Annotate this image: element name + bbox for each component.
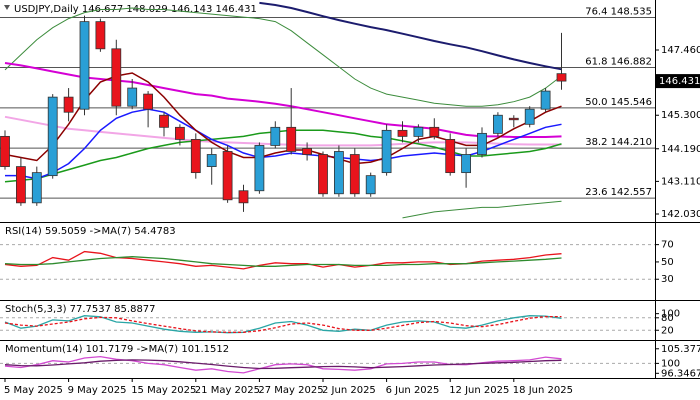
y-tick-label: 142.030 bbox=[661, 209, 700, 220]
candle-body bbox=[365, 175, 376, 195]
candle-body bbox=[508, 117, 519, 121]
line-series bbox=[4, 315, 562, 334]
y-tick-label: 100 bbox=[661, 358, 680, 369]
level-label: 76.4 148.535 bbox=[585, 7, 652, 18]
price-panel: 76.4 148.535 61.8 146.882 50.0 145.546 38.2… bbox=[0, 1, 655, 219]
line-series bbox=[4, 62, 562, 138]
x-tick-label: 21 May 2025 bbox=[195, 385, 260, 396]
last-price-label: 146.431 bbox=[659, 76, 700, 87]
indicator-panel bbox=[0, 244, 655, 280]
candle-body bbox=[302, 148, 313, 155]
y-tick-label: 50 bbox=[661, 257, 674, 268]
candle-body bbox=[47, 96, 58, 177]
panel-title: Stoch(5,3,3) 77.7537 85.8877 bbox=[5, 304, 156, 315]
candle-body bbox=[445, 139, 456, 174]
x-tick-label: 27 May 2025 bbox=[258, 385, 323, 396]
x-tick-label: 18 Jun 2025 bbox=[513, 385, 573, 396]
candle-body bbox=[0, 135, 10, 167]
candle-body bbox=[127, 87, 138, 107]
candle-body bbox=[461, 154, 472, 174]
frame bbox=[0, 0, 700, 379]
candle-body bbox=[524, 108, 535, 125]
panel-title: Momentum(14) 101.7179 ->MA(7) 101.1512 bbox=[5, 344, 229, 355]
candle-body bbox=[413, 126, 424, 137]
line-series bbox=[4, 7, 562, 107]
candle-body bbox=[254, 145, 265, 192]
candle-body bbox=[397, 129, 408, 137]
x-tick-label: 6 Jun 2025 bbox=[386, 385, 440, 396]
y-tick-label: 20 bbox=[661, 325, 674, 336]
candle-body bbox=[143, 93, 154, 110]
candle-body bbox=[333, 151, 344, 195]
candle-body bbox=[95, 21, 106, 50]
y-tick-label: 145.300 bbox=[661, 110, 700, 121]
line-series bbox=[4, 115, 562, 147]
candle-body bbox=[63, 96, 74, 113]
line-series bbox=[4, 315, 562, 333]
panel-title: RSI(14) 59.5059 ->MA(7) 54.4783 bbox=[5, 226, 176, 237]
y-tick-label: 144.190 bbox=[661, 144, 700, 155]
candle-body bbox=[318, 154, 328, 195]
x-tick-label: 9 May 2025 bbox=[68, 385, 127, 396]
candle-body bbox=[159, 114, 169, 128]
candle-body bbox=[31, 172, 42, 204]
line-series bbox=[4, 359, 562, 370]
line-series bbox=[4, 256, 562, 267]
candle-body bbox=[540, 90, 551, 110]
candle-body bbox=[15, 166, 26, 204]
candle-body bbox=[79, 21, 90, 110]
chart-title: USDJPY,Daily 146.677 148.029 146.143 146… bbox=[14, 4, 257, 15]
level-label: 38.2 144.210 bbox=[585, 137, 652, 148]
level-label: 50.0 145.546 bbox=[585, 97, 652, 108]
y-tick-label: 105.377 bbox=[661, 344, 700, 355]
candle-body bbox=[492, 114, 503, 134]
y-tick-label: 30 bbox=[661, 274, 674, 285]
line-series bbox=[402, 200, 562, 219]
candle-body bbox=[556, 73, 567, 82]
y-tick-label: 96.3467 bbox=[661, 368, 700, 379]
x-tick-label: 15 May 2025 bbox=[131, 385, 196, 396]
candle-body bbox=[286, 126, 297, 152]
candle-body bbox=[206, 154, 217, 167]
line-series bbox=[4, 72, 562, 165]
x-tick-label: 5 May 2025 bbox=[4, 385, 63, 396]
y-tick-label: 100 bbox=[661, 309, 680, 320]
candle-body bbox=[270, 126, 281, 146]
indicator-panel bbox=[0, 355, 655, 374]
symbol-icon bbox=[4, 5, 10, 10]
candle-body bbox=[111, 48, 122, 107]
line-series bbox=[259, 1, 562, 71]
candle-body bbox=[238, 190, 249, 204]
y-tick-label: 80 bbox=[661, 313, 674, 324]
last-price-box bbox=[656, 74, 700, 89]
level-label: 23.6 142.557 bbox=[585, 187, 652, 198]
candle-body bbox=[429, 126, 440, 137]
candle-body bbox=[222, 151, 233, 201]
level-label: 61.8 146.882 bbox=[585, 56, 652, 67]
candle-body bbox=[174, 126, 185, 140]
candle-body bbox=[349, 154, 360, 195]
x-tick-label: 2 Jun 2025 bbox=[322, 385, 376, 396]
indicator-panel bbox=[0, 315, 655, 334]
x-tick-label: 12 Jun 2025 bbox=[449, 385, 509, 396]
y-tick-label: 147.460 bbox=[661, 45, 700, 56]
candle-body bbox=[190, 139, 201, 174]
candle-body bbox=[381, 129, 392, 174]
y-tick-label: 70 bbox=[661, 240, 674, 251]
candle-body bbox=[477, 132, 487, 155]
y-tick-label: 143.110 bbox=[661, 176, 700, 187]
